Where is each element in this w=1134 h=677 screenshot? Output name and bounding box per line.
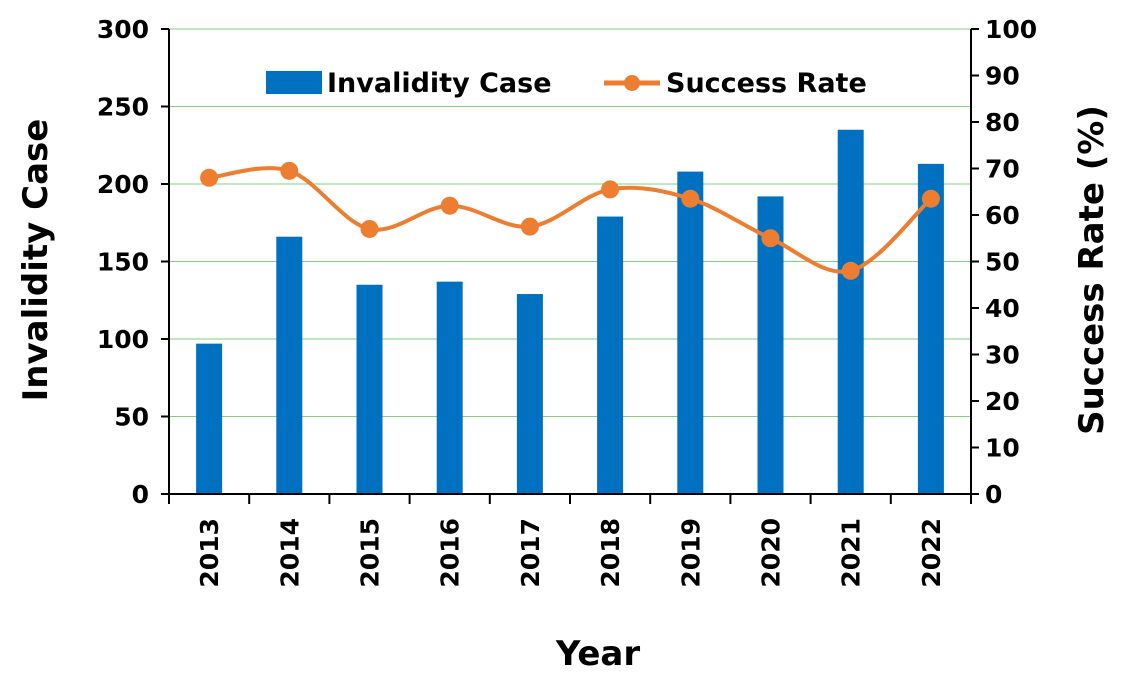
y2-tick-label-50: 50 (985, 248, 1020, 277)
y2-tick-label-70: 70 (985, 155, 1020, 184)
bar-2021 (837, 129, 864, 494)
y2-tick-label-100: 100 (985, 15, 1037, 44)
x-axis-title: Year (555, 634, 641, 674)
bar-2022 (917, 163, 944, 494)
legend: Invalidity Case Success Rate (266, 68, 867, 99)
y2-axis-title: Success Rate (%) (1072, 105, 1112, 435)
gridlines (169, 28, 971, 417)
x-tick-label-2017: 2017 (516, 518, 545, 588)
legend-label-invalidity-case: Invalidity Case (327, 68, 552, 99)
y-tick-label-50: 50 (114, 403, 149, 432)
point-2016 (440, 196, 459, 215)
legend-marker-success-rate (624, 75, 640, 91)
y2-tick-label-30: 30 (985, 341, 1020, 370)
legend-swatch-invalidity-case (266, 71, 322, 94)
x-tick-label-2014: 2014 (275, 518, 304, 588)
right-axis-ticks: 0 10 20 30 40 50 60 70 80 90 100 (971, 15, 1037, 509)
x-tick-label-2020: 2020 (757, 518, 786, 588)
line-success-rate (200, 161, 940, 280)
bar-2016 (436, 281, 463, 494)
bar-2018 (597, 216, 624, 495)
point-2014 (280, 161, 299, 180)
x-tick-label-2018: 2018 (596, 518, 625, 588)
y-tick-label-250: 250 (97, 93, 149, 122)
bar-2013 (196, 343, 223, 494)
x-tick-label-2013: 2013 (195, 518, 224, 588)
y-tick-label-300: 300 (97, 15, 149, 44)
point-2022 (921, 189, 940, 208)
y-tick-label-150: 150 (97, 248, 149, 277)
left-axis-ticks: 0 50 100 150 200 250 300 (97, 15, 169, 509)
point-2021 (841, 261, 860, 280)
bar-2015 (356, 284, 383, 494)
bar-2017 (516, 294, 543, 494)
y2-tick-label-10: 10 (985, 434, 1020, 463)
x-tick-label-2021: 2021 (837, 518, 866, 588)
bar-2019 (677, 171, 704, 494)
x-axis-ticks: 2013 2014 2015 2016 2017 2018 2019 2020 2021 2022 (168, 494, 972, 588)
point-2020 (761, 229, 780, 248)
x-tick-label-2015: 2015 (356, 518, 385, 588)
y-tick-label-200: 200 (97, 170, 149, 199)
point-2018 (601, 180, 620, 199)
y-tick-label-0: 0 (132, 480, 149, 509)
y2-tick-label-90: 90 (985, 62, 1020, 91)
bar-2014 (276, 236, 303, 494)
point-2019 (681, 189, 700, 208)
y2-tick-label-40: 40 (985, 294, 1020, 323)
y2-tick-label-60: 60 (985, 201, 1020, 230)
success-rate-curve (208, 166, 933, 274)
x-tick-label-2022: 2022 (917, 518, 946, 588)
x-tick-label-2016: 2016 (436, 518, 465, 588)
point-2015 (360, 219, 379, 238)
point-2017 (520, 217, 539, 236)
y2-tick-label-0: 0 (985, 480, 1002, 509)
y-axis-title: Invalidity Case (16, 119, 56, 402)
y-tick-label-100: 100 (97, 325, 149, 354)
x-tick-label-2019: 2019 (676, 518, 705, 588)
y2-tick-label-80: 80 (985, 108, 1020, 137)
y2-tick-label-20: 20 (985, 387, 1020, 416)
legend-label-success-rate: Success Rate (666, 68, 867, 99)
bars-invalidity-case (196, 129, 944, 495)
point-2013 (200, 168, 219, 187)
